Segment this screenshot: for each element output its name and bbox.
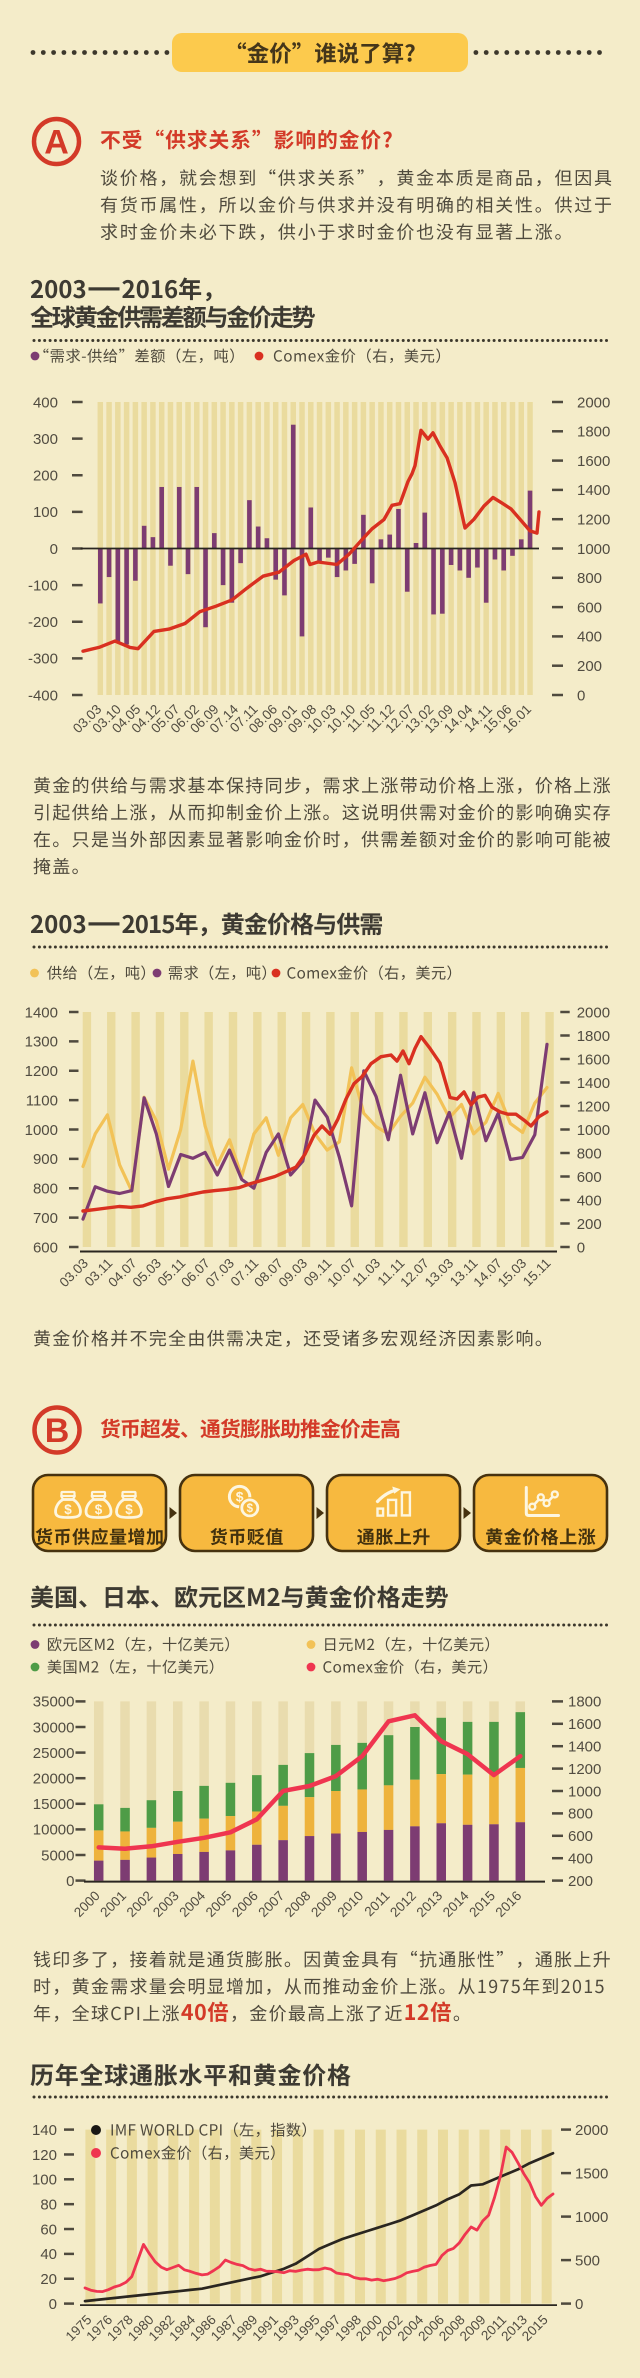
- svg-text:60: 60: [40, 2221, 57, 2238]
- svg-text:600: 600: [577, 1169, 602, 1186]
- svg-text:0: 0: [50, 541, 58, 558]
- svg-text:400: 400: [568, 1851, 593, 1868]
- svg-text:1200: 1200: [577, 1098, 610, 1115]
- svg-text:20000: 20000: [33, 1771, 75, 1788]
- svg-text:1000: 1000: [25, 1122, 58, 1139]
- svg-text:$: $: [236, 1489, 244, 1505]
- svg-text:2000: 2000: [577, 394, 610, 411]
- svg-text:200: 200: [568, 1873, 593, 1890]
- svg-text:400: 400: [577, 1192, 602, 1209]
- svg-text:10000: 10000: [33, 1822, 75, 1839]
- svg-text:200: 200: [577, 658, 602, 675]
- svg-text:2000: 2000: [577, 1004, 610, 1021]
- svg-text:1200: 1200: [25, 1063, 58, 1080]
- svg-text:900: 900: [33, 1151, 58, 1168]
- svg-text:800: 800: [577, 570, 602, 587]
- svg-text:1800: 1800: [568, 1694, 601, 1711]
- svg-text:B: B: [45, 1412, 70, 1450]
- svg-text:1400: 1400: [577, 1075, 610, 1092]
- svg-text:800: 800: [577, 1145, 602, 1162]
- svg-text:1500: 1500: [575, 2165, 608, 2182]
- svg-text:500: 500: [575, 2252, 600, 2269]
- svg-text:1200: 1200: [568, 1761, 601, 1778]
- svg-text:15000: 15000: [33, 1796, 75, 1813]
- svg-text:1100: 1100: [26, 1092, 58, 1109]
- svg-text:$: $: [125, 1502, 133, 1517]
- svg-text:1600: 1600: [577, 453, 610, 470]
- svg-text:1000: 1000: [577, 541, 610, 558]
- svg-text:200: 200: [577, 1216, 602, 1233]
- svg-text:600: 600: [33, 1239, 58, 1256]
- svg-text:0: 0: [577, 687, 585, 704]
- svg-text:0: 0: [66, 1873, 74, 1890]
- svg-text:1200: 1200: [577, 512, 610, 529]
- svg-text:1000: 1000: [577, 1122, 610, 1139]
- svg-text:$: $: [95, 1502, 103, 1517]
- svg-text:1800: 1800: [577, 424, 610, 441]
- svg-text:100: 100: [33, 504, 58, 521]
- svg-text:80: 80: [40, 2196, 57, 2213]
- svg-text:400: 400: [33, 394, 58, 411]
- svg-text:25000: 25000: [33, 1745, 75, 1762]
- svg-text:0: 0: [575, 2296, 583, 2313]
- svg-text:A: A: [44, 124, 69, 162]
- svg-text:1000: 1000: [568, 1783, 601, 1800]
- svg-text:$: $: [64, 1502, 72, 1517]
- svg-text:1600: 1600: [568, 1716, 601, 1733]
- svg-text:1400: 1400: [25, 1004, 58, 1021]
- svg-text:0: 0: [49, 2296, 57, 2313]
- svg-text:800: 800: [568, 1806, 593, 1823]
- svg-text:20: 20: [40, 2271, 57, 2288]
- svg-text:200: 200: [33, 468, 58, 485]
- svg-text:400: 400: [577, 629, 602, 646]
- svg-text:0: 0: [577, 1239, 585, 1256]
- svg-text:140: 140: [32, 2122, 57, 2139]
- svg-text:1300: 1300: [25, 1034, 58, 1051]
- svg-text:-100: -100: [28, 577, 58, 594]
- svg-text:700: 700: [33, 1210, 58, 1227]
- svg-text:1400: 1400: [577, 482, 610, 499]
- svg-text:1600: 1600: [577, 1051, 610, 1068]
- svg-text:1800: 1800: [577, 1028, 610, 1045]
- svg-text:-400: -400: [28, 687, 58, 704]
- svg-text:100: 100: [32, 2172, 57, 2189]
- svg-text:1400: 1400: [568, 1739, 601, 1756]
- svg-text:-200: -200: [28, 614, 58, 631]
- svg-text:40: 40: [40, 2246, 57, 2263]
- svg-text:2000: 2000: [575, 2122, 608, 2139]
- svg-text:1000: 1000: [575, 2209, 608, 2226]
- svg-text:800: 800: [33, 1181, 58, 1198]
- svg-text:120: 120: [32, 2147, 57, 2164]
- svg-text:30000: 30000: [33, 1719, 75, 1736]
- svg-text:35000: 35000: [33, 1694, 75, 1711]
- svg-text:300: 300: [33, 431, 58, 448]
- svg-text:600: 600: [568, 1828, 593, 1845]
- svg-text:5000: 5000: [41, 1847, 74, 1864]
- svg-text:600: 600: [577, 599, 602, 616]
- svg-text:-300: -300: [28, 651, 58, 668]
- svg-text:$: $: [247, 1503, 254, 1515]
